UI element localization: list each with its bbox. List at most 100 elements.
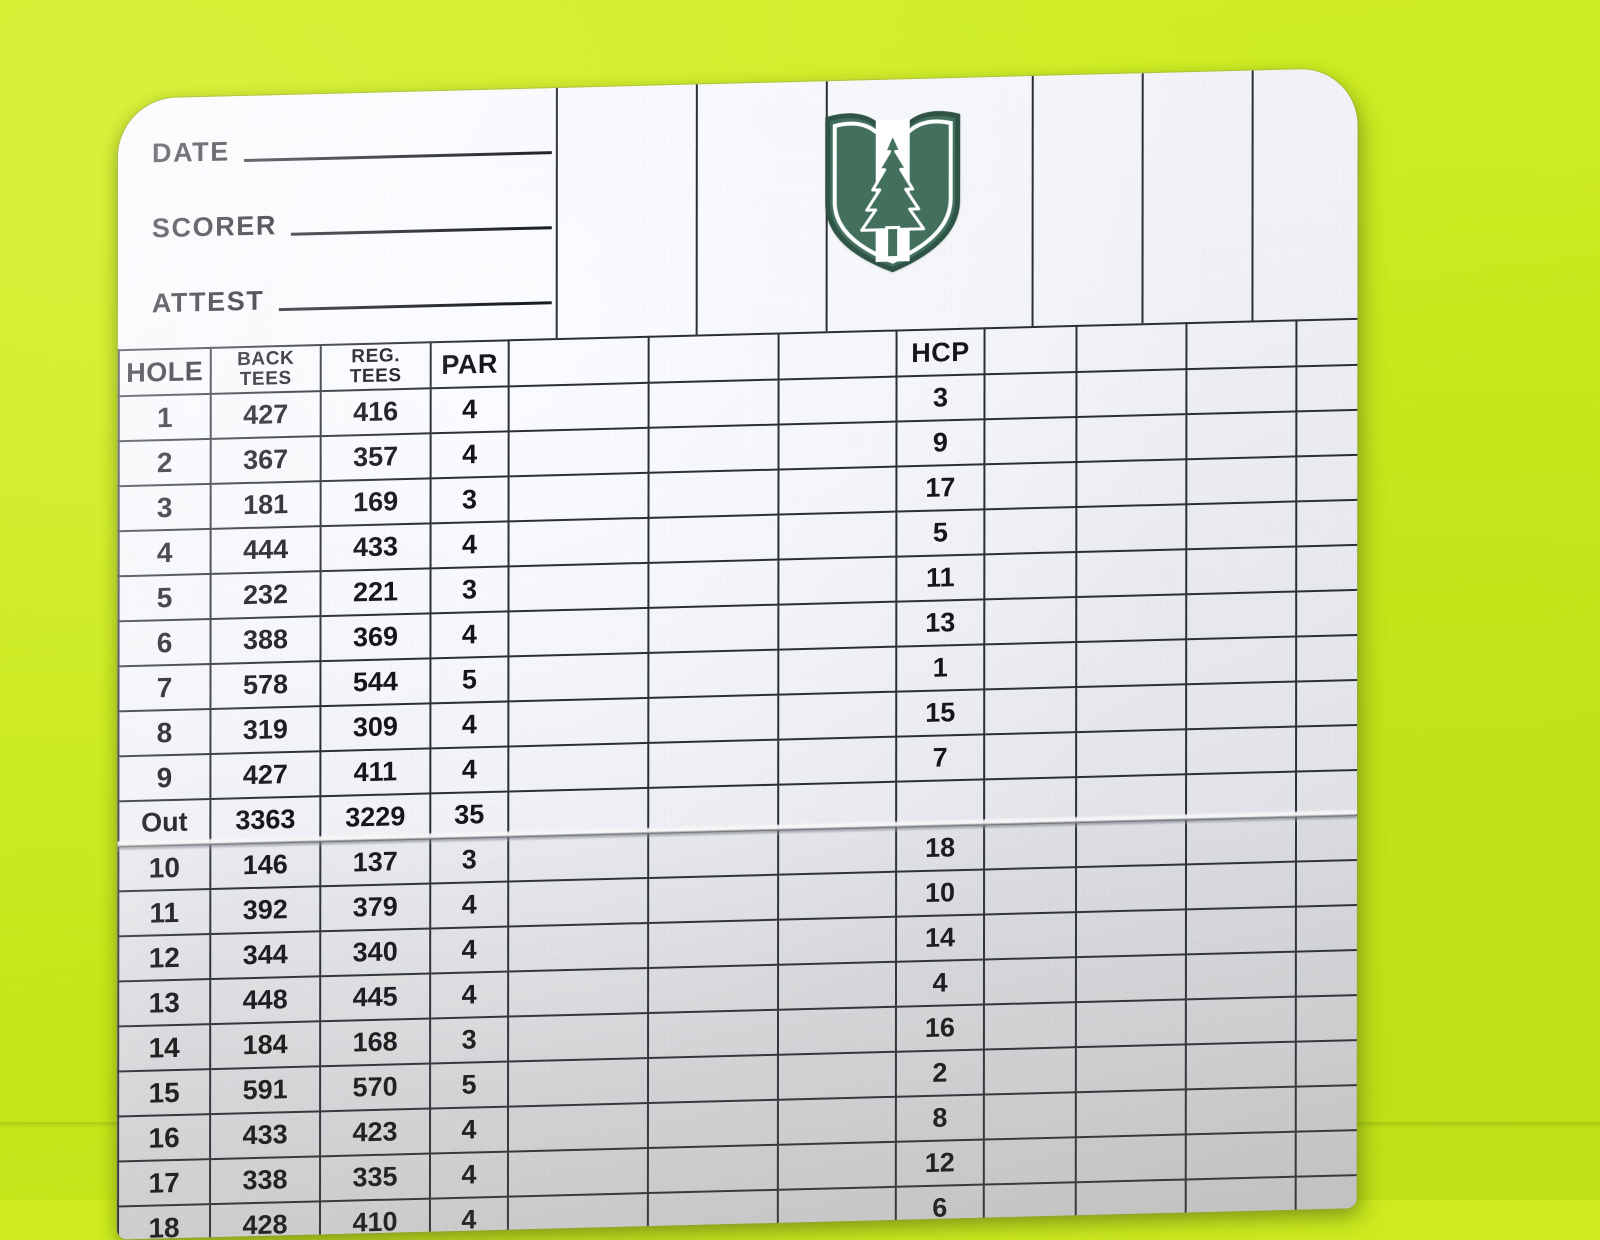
score-entry-player-2[interactable]: [648, 604, 779, 653]
score-entry-player-6[interactable]: [1185, 951, 1296, 1000]
score-entry-player-3[interactable]: [777, 1141, 896, 1190]
score-entry-player-5[interactable]: [1075, 954, 1186, 1003]
score-entry-player-1[interactable]: [508, 697, 649, 747]
score-entry-player-7[interactable]: [1295, 859, 1358, 907]
score-entry-player-7[interactable]: [1296, 589, 1358, 637]
col-header-player-2[interactable]: [648, 333, 779, 383]
score-entry-player-1[interactable]: [508, 607, 649, 657]
score-entry-player-2[interactable]: [648, 424, 779, 473]
score-entry-player-4[interactable]: [983, 1002, 1076, 1050]
col-header-player-5[interactable]: [1076, 323, 1187, 372]
score-entry-player-3[interactable]: [777, 1186, 896, 1235]
score-entry-player-5[interactable]: [1075, 999, 1186, 1048]
score-entry-player-7[interactable]: [1295, 1129, 1358, 1177]
score-entry-player-2[interactable]: [648, 739, 779, 788]
score-entry-player-4[interactable]: [983, 1137, 1076, 1185]
score-entry-player-2[interactable]: [648, 514, 779, 563]
score-entry-player-2[interactable]: [648, 784, 779, 833]
score-entry-player-3[interactable]: [778, 421, 897, 470]
score-entry-player-6[interactable]: [1186, 591, 1297, 640]
score-entry-player-3[interactable]: [778, 376, 897, 425]
score-entry-player-5[interactable]: [1076, 729, 1187, 778]
score-entry-player-3[interactable]: [778, 826, 897, 875]
score-entry-player-4[interactable]: [983, 1092, 1076, 1140]
score-entry-player-2[interactable]: [647, 1234, 778, 1240]
score-entry-player-6[interactable]: [1185, 1176, 1296, 1225]
attest-write-line[interactable]: [278, 300, 552, 312]
score-entry-player-5[interactable]: [1075, 1089, 1186, 1138]
score-entry-player-7[interactable]: [1295, 1039, 1358, 1087]
score-entry-player-4[interactable]: [984, 687, 1077, 735]
score-entry-player-2[interactable]: [647, 1144, 778, 1194]
score-entry-player-1[interactable]: [508, 382, 649, 432]
score-entry-player-3[interactable]: [778, 646, 897, 695]
score-entry-player-7[interactable]: [1295, 949, 1358, 997]
score-entry-player-4[interactable]: [984, 822, 1077, 870]
score-entry-player-1[interactable]: [508, 517, 649, 567]
score-entry-player-4[interactable]: [984, 642, 1077, 690]
col-header-player-4[interactable]: [984, 325, 1077, 375]
score-entry-player-1[interactable]: [508, 652, 649, 702]
score-entry-player-2[interactable]: [648, 919, 779, 969]
score-entry-player-4[interactable]: [983, 1182, 1076, 1230]
score-entry-player-4[interactable]: [984, 732, 1077, 780]
score-entry-player-4[interactable]: [984, 416, 1077, 465]
score-entry-player-3[interactable]: [777, 1231, 896, 1240]
score-entry-player-4[interactable]: [983, 1227, 1076, 1240]
score-entry-player-3[interactable]: [777, 1051, 896, 1100]
score-entry-player-3[interactable]: [778, 916, 897, 965]
score-entry-player-2[interactable]: [648, 694, 779, 743]
score-entry-player-2[interactable]: [648, 649, 779, 698]
col-header-player-1[interactable]: [508, 336, 649, 387]
score-entry-player-3[interactable]: [778, 691, 897, 740]
score-entry-player-4[interactable]: [984, 867, 1077, 915]
score-entry-player-6[interactable]: [1185, 1131, 1296, 1180]
score-entry-player-7[interactable]: [1296, 364, 1358, 412]
score-entry-player-2[interactable]: [648, 559, 779, 608]
score-entry-player-7[interactable]: [1296, 499, 1358, 547]
score-entry-player-1[interactable]: [507, 1193, 648, 1240]
score-entry-player-7[interactable]: [1296, 409, 1358, 457]
score-entry-player-3[interactable]: [778, 961, 897, 1010]
score-entry-player-1[interactable]: [508, 1058, 649, 1107]
score-entry-player-6[interactable]: [1186, 411, 1297, 460]
score-entry-player-6[interactable]: [1186, 501, 1297, 550]
score-entry-player-4[interactable]: [983, 1047, 1076, 1095]
score-entry-player-2[interactable]: [648, 829, 779, 878]
score-entry-player-1[interactable]: [508, 427, 649, 477]
score-entry-player-7[interactable]: [1296, 769, 1358, 817]
score-entry-player-7[interactable]: [1296, 454, 1358, 502]
score-entry-player-4[interactable]: [984, 507, 1077, 555]
score-entry-player-3[interactable]: [777, 1096, 896, 1145]
score-entry-player-1[interactable]: [507, 1238, 648, 1240]
score-entry-player-7[interactable]: [1295, 994, 1358, 1042]
score-entry-player-6[interactable]: [1186, 366, 1297, 415]
score-entry-player-6[interactable]: [1186, 456, 1297, 505]
score-entry-player-6[interactable]: [1185, 861, 1296, 910]
score-entry-player-5[interactable]: [1075, 1179, 1186, 1228]
score-entry-player-6[interactable]: [1186, 726, 1297, 775]
score-entry-player-3[interactable]: [778, 601, 897, 650]
score-entry-player-6[interactable]: [1185, 1086, 1296, 1135]
score-entry-player-1[interactable]: [508, 787, 649, 837]
score-entry-player-6[interactable]: [1186, 771, 1297, 820]
score-entry-player-2[interactable]: [647, 1054, 778, 1104]
score-entry-player-6[interactable]: [1186, 816, 1297, 865]
score-entry-player-7[interactable]: [1296, 724, 1358, 772]
score-entry-player-1[interactable]: [507, 1103, 648, 1152]
score-entry-player-6[interactable]: [1185, 996, 1296, 1045]
score-entry-player-2[interactable]: [648, 379, 779, 428]
score-entry-player-5[interactable]: [1075, 1224, 1186, 1240]
score-entry-player-4[interactable]: [984, 462, 1077, 510]
score-entry-player-5[interactable]: [1076, 504, 1187, 553]
score-entry-player-1[interactable]: [508, 742, 649, 792]
score-entry-player-2[interactable]: [648, 964, 779, 1014]
date-write-line[interactable]: [243, 150, 552, 162]
score-entry-player-3[interactable]: [778, 871, 897, 920]
score-entry-player-5[interactable]: [1076, 369, 1187, 417]
score-entry-player-6[interactable]: [1185, 1041, 1296, 1090]
score-entry-player-5[interactable]: [1076, 639, 1187, 688]
score-entry-player-1[interactable]: [508, 922, 649, 972]
attest-field-row[interactable]: ATTEST: [152, 278, 552, 319]
col-header-player-7[interactable]: [1296, 318, 1358, 367]
